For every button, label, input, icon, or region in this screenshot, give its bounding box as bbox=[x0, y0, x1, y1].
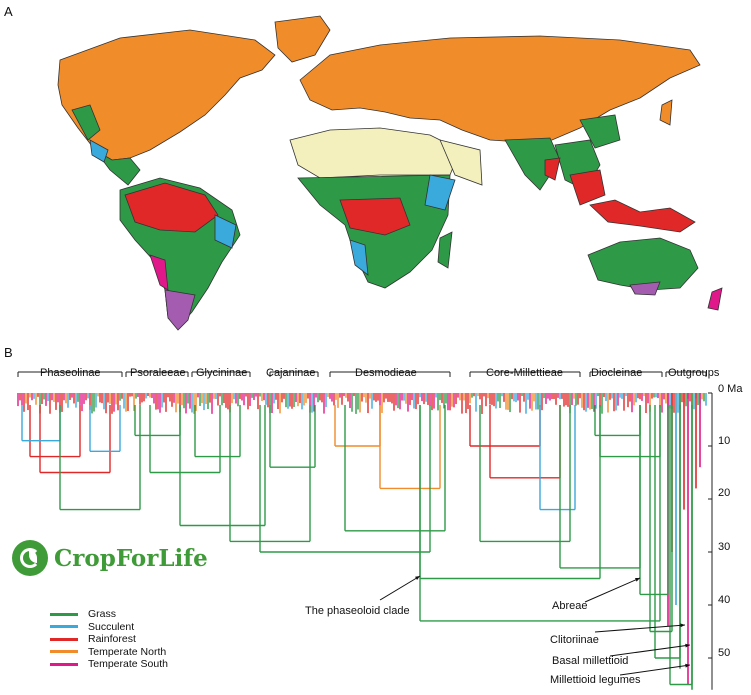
legend-swatch bbox=[50, 662, 78, 666]
na-mexico-succulent bbox=[89, 139, 109, 163]
sw-africa-succulent bbox=[349, 239, 369, 276]
world-biome-map bbox=[57, 15, 723, 331]
arrow-abreae-head bbox=[635, 578, 640, 582]
madagascar bbox=[437, 231, 453, 269]
eurasia bbox=[299, 35, 701, 143]
tick-40: 40 bbox=[718, 594, 731, 606]
patagonia bbox=[164, 289, 196, 331]
japan bbox=[659, 99, 673, 126]
legend-label: Succulent bbox=[88, 620, 135, 633]
panel-b-label: B bbox=[4, 345, 13, 360]
legend-label: Temperate North bbox=[88, 645, 167, 658]
legend-item-succulent: Succulent bbox=[50, 621, 168, 634]
legend-swatch bbox=[50, 650, 78, 654]
arrow-millettioid-legumes bbox=[619, 664, 691, 676]
arrow-basal-millettioid-head bbox=[685, 643, 690, 648]
na-west-grass bbox=[71, 104, 101, 141]
annotation-phaseoloid: The phaseoloid clade bbox=[305, 605, 410, 617]
nz bbox=[707, 287, 723, 311]
legend: Grass Succulent Rainforest Temperate Nor… bbox=[50, 608, 168, 671]
legend-item-rainforest: Rainforest bbox=[50, 633, 168, 646]
north-america bbox=[57, 29, 276, 161]
horn-succulent bbox=[424, 174, 456, 211]
annotation-basal-millettioid: Basal millettioid bbox=[552, 655, 629, 667]
clade-phaseolinae: Phaseolinae bbox=[40, 367, 101, 379]
india-rainforest bbox=[544, 157, 561, 181]
arabia bbox=[439, 139, 483, 186]
amazon-rainforest bbox=[124, 182, 219, 233]
clade-desmodieae: Desmodieae bbox=[355, 367, 417, 379]
arrow-abreae bbox=[584, 577, 641, 603]
africa-rainforest bbox=[339, 197, 411, 236]
legend-item-grass: Grass bbox=[50, 608, 168, 621]
australia-south bbox=[629, 281, 661, 296]
legend-label: Grass bbox=[88, 608, 117, 621]
asia-rainforest bbox=[569, 169, 606, 206]
clade-core-millettieae: Core-Millettieae bbox=[486, 367, 564, 379]
arrow-phaseoloid bbox=[379, 575, 421, 601]
arrow-clitoriinae-head bbox=[680, 623, 685, 628]
africa-sahara bbox=[289, 127, 461, 179]
clade-cajaninae: Cajaninae bbox=[266, 367, 316, 379]
legend-item-temperate-south: Temperate South bbox=[50, 658, 168, 671]
clade-diocleinae: Diocleinae bbox=[591, 367, 643, 379]
annotation-clitoriinae: Clitoriinae bbox=[550, 634, 599, 646]
tick-10: 10 bbox=[718, 435, 731, 447]
arrow-millettioid-legumes-head bbox=[685, 663, 690, 668]
clade-psoraleeae: Psoraleeae bbox=[130, 367, 186, 379]
tick-0: 0 Ma bbox=[718, 383, 743, 395]
panel-a-label: A bbox=[4, 4, 13, 19]
central-america-grass bbox=[94, 149, 141, 186]
clade-glycininae: Glycininae bbox=[196, 367, 248, 379]
andes-south bbox=[149, 254, 169, 291]
china-east bbox=[579, 114, 621, 149]
annotation-abreae: Abreae bbox=[552, 600, 588, 612]
legend-swatch bbox=[50, 625, 78, 629]
legend-swatch bbox=[50, 612, 78, 616]
greenland bbox=[274, 15, 331, 63]
tick-20: 20 bbox=[718, 487, 731, 499]
sa-east-succulent bbox=[214, 214, 237, 249]
legend-label: Temperate South bbox=[88, 658, 168, 671]
australia bbox=[587, 237, 699, 291]
phylogeny-tree bbox=[17, 371, 713, 690]
clade-outgroups: Outgroups bbox=[668, 367, 720, 379]
cropforlife-logo: CropForLife bbox=[12, 540, 208, 576]
logo-text: CropForLife bbox=[54, 544, 208, 572]
tick-30: 30 bbox=[718, 541, 731, 553]
arrow-clitoriinae bbox=[594, 624, 686, 633]
arrow-basal-millettioid bbox=[609, 644, 691, 657]
indonesia bbox=[589, 199, 696, 233]
legend-label: Rainforest bbox=[88, 633, 136, 646]
tick-50: 50 bbox=[718, 647, 731, 659]
leaf-logo-icon bbox=[12, 540, 48, 576]
annotation-millettioid-legumes: Millettioid legumes bbox=[550, 674, 641, 686]
legend-item-temperate-north: Temperate North bbox=[50, 646, 168, 659]
arrow-phaseoloid-head bbox=[415, 576, 420, 581]
legend-swatch bbox=[50, 637, 78, 641]
